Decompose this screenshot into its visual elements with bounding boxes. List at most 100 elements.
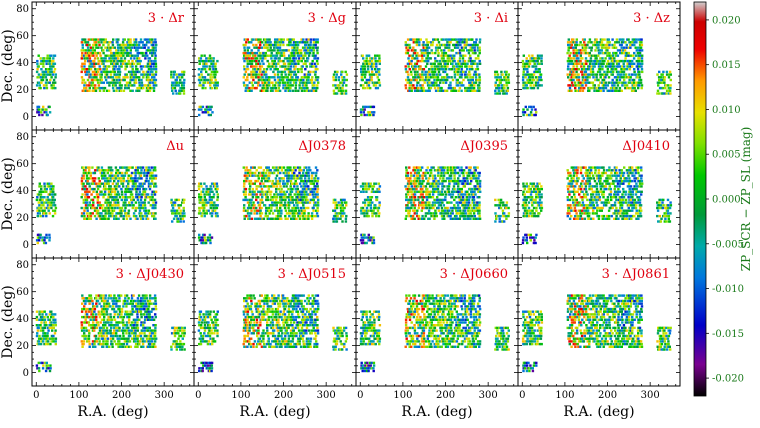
data-point: [207, 57, 210, 60]
data-point: [466, 49, 469, 52]
data-point: [628, 68, 631, 71]
data-point: [244, 177, 247, 180]
data-point: [595, 73, 599, 76]
data-point: [45, 108, 48, 111]
data-point: [174, 212, 177, 215]
data-point: [207, 108, 211, 111]
data-point: [500, 89, 503, 92]
data-point: [444, 78, 447, 82]
data-point: [175, 81, 178, 84]
data-point: [203, 65, 206, 68]
data-point: [131, 166, 134, 169]
data-point: [579, 49, 583, 52]
data-point: [276, 68, 279, 71]
data-point: [430, 70, 434, 74]
data-point: [457, 51, 460, 55]
data-point: [93, 209, 97, 212]
data-point: [119, 89, 123, 92]
data-point: [460, 73, 464, 76]
data-point: [116, 43, 120, 47]
data-point: [153, 193, 157, 196]
data-point: [586, 73, 590, 76]
data-point: [344, 220, 348, 223]
data-point: [244, 57, 248, 60]
data-point: [453, 43, 456, 47]
data-point: [115, 212, 118, 215]
data-point: [339, 198, 343, 202]
data-point: [590, 41, 593, 44]
data-point: [117, 179, 120, 183]
data-point: [289, 84, 292, 87]
data-point: [303, 49, 306, 52]
data-point: [466, 68, 469, 71]
data-point: [255, 209, 259, 212]
data-point: [439, 89, 442, 92]
data-point: [267, 49, 270, 52]
data-point: [181, 70, 184, 74]
data-point: [599, 76, 602, 79]
data-point: [270, 209, 273, 212]
data-point: [572, 41, 575, 44]
data-point: [444, 65, 447, 68]
data-point: [113, 185, 117, 188]
data-point: [109, 196, 112, 199]
data-point: [298, 49, 301, 52]
data-point: [473, 46, 476, 49]
data-point: [455, 65, 458, 68]
data-point: [257, 38, 260, 41]
data-point: [504, 73, 508, 76]
data-point: [413, 76, 417, 79]
data-point: [625, 76, 629, 79]
data-point: [316, 187, 320, 191]
data-point: [300, 41, 303, 44]
data-point: [599, 62, 602, 65]
data-point: [294, 206, 298, 210]
data-point: [109, 73, 113, 76]
data-point: [259, 41, 262, 44]
data-point: [360, 113, 363, 117]
data-point: [107, 81, 111, 84]
data-point: [118, 193, 121, 196]
scatter-points: [521, 38, 672, 117]
data-point: [54, 76, 57, 79]
data-point: [300, 86, 303, 90]
data-point: [576, 68, 579, 71]
data-point: [273, 76, 276, 79]
data-point: [109, 166, 113, 169]
data-point: [122, 54, 125, 57]
data-point: [521, 111, 525, 114]
data-point: [208, 54, 212, 57]
data-point: [287, 201, 290, 204]
data-point: [269, 46, 272, 49]
data-point: [433, 78, 436, 82]
data-point: [48, 204, 51, 207]
data-point: [51, 214, 55, 218]
data-point: [260, 89, 264, 92]
data-point: [661, 81, 664, 84]
data-point: [253, 65, 257, 68]
data-point: [209, 81, 212, 84]
data-point: [425, 73, 428, 76]
data-point: [252, 73, 255, 76]
data-point: [316, 169, 319, 172]
data-point: [123, 209, 127, 212]
data-point: [618, 43, 622, 47]
data-point: [530, 108, 534, 111]
data-point: [578, 86, 581, 90]
data-point: [95, 190, 98, 193]
data-point: [99, 78, 102, 82]
data-point: [246, 198, 249, 202]
data-point: [263, 78, 266, 82]
data-point: [198, 206, 201, 210]
data-point: [494, 70, 497, 74]
data-point: [141, 193, 144, 196]
data-point: [204, 108, 207, 111]
data-point: [599, 49, 602, 52]
data-point: [95, 70, 98, 74]
data-point: [374, 57, 377, 60]
data-point: [120, 187, 123, 191]
data-point: [505, 81, 508, 84]
data-point: [149, 198, 152, 202]
data-point: [299, 214, 302, 218]
data-point: [87, 196, 91, 199]
